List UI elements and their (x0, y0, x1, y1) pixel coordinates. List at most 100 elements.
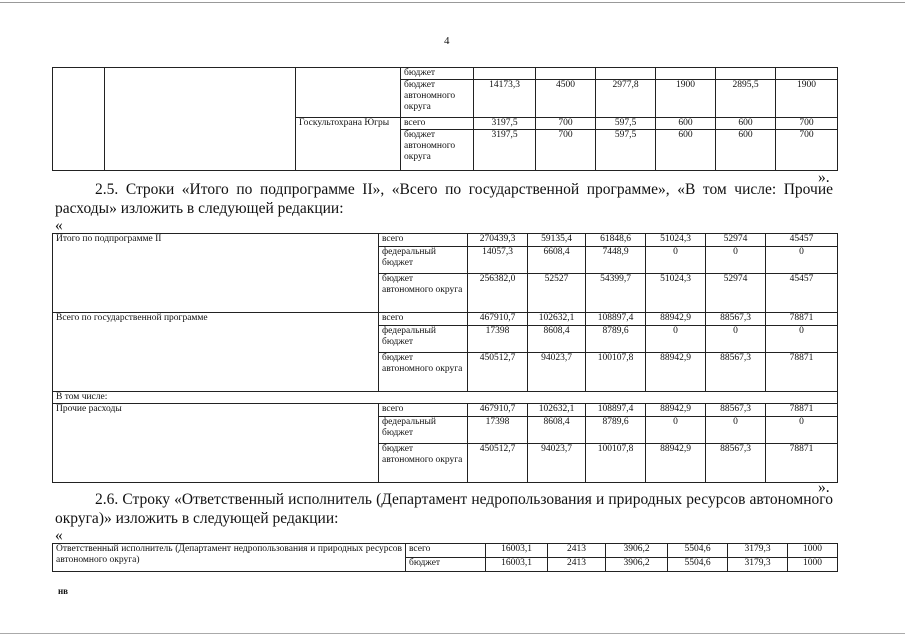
value-cell: 2977,8 (595, 79, 656, 118)
funding-type: всего (378, 233, 468, 247)
value-cell: 54399,7 (585, 273, 646, 313)
value-cell: 600 (715, 117, 776, 130)
value-cell (535, 67, 596, 80)
value-cell: 52527 (527, 273, 586, 313)
empty-cell (104, 67, 296, 171)
responsible-executor-label: Ответственный исполнитель (Департамент н… (52, 543, 406, 572)
value-cell: 52974 (705, 233, 766, 247)
value-cell: 2895,5 (715, 79, 776, 118)
value-cell: 94023,7 (527, 352, 586, 392)
value-cell: 17398 (467, 325, 528, 353)
value-cell: 4500 (535, 79, 596, 118)
value-cell: 52974 (705, 273, 766, 313)
summary-table: Итого по подпрограмме II всего 270439,3 591… (52, 233, 838, 483)
value-cell: 3906,2 (605, 543, 668, 558)
value-cell: 700 (535, 117, 596, 130)
value-cell: 467910,7 (467, 403, 528, 417)
value-cell: 102632,1 (527, 403, 586, 417)
value-cell: 2413 (547, 557, 606, 572)
value-cell: 450512,7 (467, 352, 528, 392)
value-cell: 5504,6 (667, 557, 728, 572)
value-cell: 88942,9 (645, 403, 706, 417)
value-cell: 270439,3 (467, 233, 528, 247)
scan-edge-top (0, 2, 905, 3)
value-cell: 0 (645, 416, 706, 444)
funding-type: бюджет автономного округа (378, 443, 468, 483)
value-cell: 8789,6 (585, 416, 646, 444)
value-cell: 600 (655, 129, 716, 171)
value-cell: 78871 (765, 352, 838, 392)
value-cell: 45457 (765, 233, 838, 247)
row-group-label: Всего по государственной программе (52, 312, 379, 392)
value-cell: 59135,4 (527, 233, 586, 247)
value-cell: 0 (705, 325, 766, 353)
funding-type: федеральный бюджет (378, 246, 468, 274)
value-cell: 14173,3 (473, 79, 536, 118)
row-group-label: Прочие расходы (52, 403, 379, 483)
funding-type: бюджет (405, 557, 486, 572)
value-cell: 88942,9 (645, 312, 706, 326)
table-row: В том числе: (52, 391, 838, 404)
value-cell: 51024,3 (645, 273, 706, 313)
value-cell: 17398 (467, 416, 528, 444)
top-table: бюджет бюджет автономного округа 14173,3 45… (52, 67, 838, 171)
scan-edge-bottom (0, 633, 905, 634)
open-quote-2: « (55, 527, 63, 544)
value-cell: 78871 (765, 403, 838, 417)
funding-type: бюджет автономного округа (378, 273, 468, 313)
value-cell: 0 (765, 416, 838, 444)
close-quote-2: ». (818, 479, 830, 496)
value-cell: 467910,7 (467, 312, 528, 326)
value-cell: 8789,6 (585, 325, 646, 353)
value-cell: 88567,3 (705, 312, 766, 326)
value-cell: 61848,6 (585, 233, 646, 247)
table-row: бюджет автономного округа 14173,3 4500 2977… (53, 79, 838, 118)
funding-type: всего (378, 312, 468, 326)
value-cell: 450512,7 (467, 443, 528, 483)
value-cell: 102632,1 (527, 312, 586, 326)
funding-type: бюджет автономного округа (400, 79, 474, 118)
value-cell: 597,5 (595, 117, 656, 130)
close-quote-1: ». (818, 169, 830, 186)
table-row: Ответственный исполнитель (Департамент н… (52, 543, 838, 572)
value-cell: 94023,7 (527, 443, 586, 483)
subheader-in-total: В том числе: (52, 391, 838, 404)
funding-type: бюджет автономного округа (400, 129, 474, 171)
value-cell: 7448,9 (585, 246, 646, 274)
value-cell: 88567,3 (705, 403, 766, 417)
value-cell: 3906,2 (605, 557, 668, 572)
value-cell: 2413 (547, 543, 606, 558)
table-row: федеральный бюджет 17398 8608,4 8789,6 0 0 0 (53, 416, 838, 444)
table-row: Итого по подпрограмме II всего 270439,3 591… (52, 233, 838, 313)
value-cell (775, 67, 838, 80)
table-row: Прочие расходы всего 467910,7 102632,1 10889… (52, 403, 838, 483)
value-cell: 100107,8 (585, 352, 646, 392)
value-cell: 0 (645, 246, 706, 274)
row-group-label: Итого по подпрограмме II (52, 233, 379, 313)
value-cell: 0 (705, 416, 766, 444)
value-cell: 8608,4 (527, 325, 586, 353)
table-row: бюджет автономного округа 450512,7 94023,7… (53, 352, 838, 392)
value-cell: 3179,3 (727, 543, 788, 558)
value-cell: 45457 (765, 273, 838, 313)
value-cell: 3197,5 (473, 117, 536, 130)
funding-type: всего (400, 117, 474, 130)
table-row: бюджет (52, 67, 838, 171)
section-2-6-text: 2.6. Строку «Ответственный исполнитель (… (55, 491, 833, 527)
value-cell: 108897,4 (585, 312, 646, 326)
value-cell: 1000 (787, 543, 838, 558)
table-row: бюджет 16003,1 2413 3906,2 5504,6 3179,3 1000 (53, 557, 838, 572)
value-cell: 3197,5 (473, 129, 536, 171)
value-cell: 78871 (765, 443, 838, 483)
value-cell: 88567,3 (705, 352, 766, 392)
value-cell: 700 (775, 117, 838, 130)
empty-cell (295, 67, 401, 118)
value-cell: 0 (705, 246, 766, 274)
table-row: бюджет автономного округа 450512,7 94023,7… (53, 443, 838, 483)
value-cell: 6608,4 (527, 246, 586, 274)
value-cell (655, 67, 716, 80)
table-row: федеральный бюджет 17398 8608,4 8789,6 0 0 0 (53, 325, 838, 353)
value-cell: 0 (765, 325, 838, 353)
funding-type: бюджет (400, 67, 474, 80)
value-cell: 108897,4 (585, 403, 646, 417)
